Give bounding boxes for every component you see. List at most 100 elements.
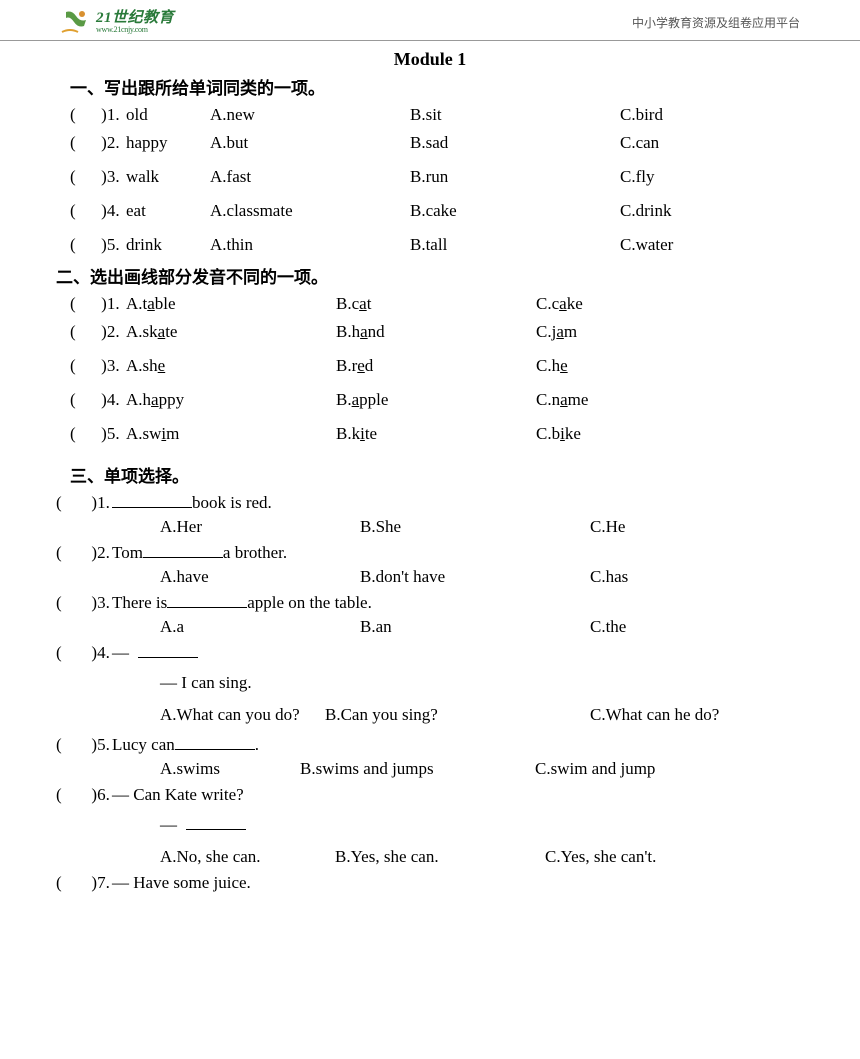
- option-b: B.don't have: [360, 567, 590, 587]
- option-b: B.Can you sing?: [325, 705, 590, 725]
- prompt-word: old: [126, 105, 210, 125]
- option-b: B.hand: [336, 322, 536, 342]
- question-row: ( )5. A.swim B.kite C.bike: [70, 424, 790, 444]
- question-text: —: [112, 643, 198, 663]
- option-a: A.have: [160, 567, 360, 587]
- option-c: C.swim and jump: [535, 759, 790, 779]
- option-b: B.red: [336, 356, 536, 376]
- answer-bracket[interactable]: ( )5.: [70, 424, 126, 444]
- option-a: A.but: [210, 133, 410, 153]
- question-text: Toma brother.: [112, 543, 287, 563]
- question-row: ( )4. eat A.classmate B.cake C.drink: [70, 201, 790, 221]
- option-c: C.bike: [536, 424, 790, 444]
- answer-bracket[interactable]: ( )5.: [70, 235, 126, 255]
- answer-bracket[interactable]: ( )1.: [70, 105, 126, 125]
- option-b: B.She: [360, 517, 590, 537]
- answer-bracket[interactable]: ( )2.: [70, 133, 126, 153]
- prompt-word: happy: [126, 133, 210, 153]
- answer-bracket[interactable]: ( )5.: [56, 735, 112, 755]
- logo-main: 21世纪教育: [96, 11, 174, 26]
- option-b: B.cake: [410, 201, 620, 221]
- question-row: ( )3. walk A.fast B.run C.fly: [70, 167, 790, 187]
- option-a: A.skate: [126, 322, 336, 342]
- logo-sub: www.21cnjy.com: [96, 26, 174, 34]
- question-row: ( )7. — Have some juice.: [70, 873, 790, 893]
- option-c: C.has: [590, 567, 790, 587]
- option-b: B.swims and jumps: [300, 759, 535, 779]
- option-b: B.kite: [336, 424, 536, 444]
- answer-bracket[interactable]: ( )3.: [70, 167, 126, 187]
- question-row: ( )5. drink A.thin B.tall C.water: [70, 235, 790, 255]
- answer-bracket[interactable]: ( )4.: [56, 643, 112, 663]
- question-row: ( )4. A.happy B.apple C.name: [70, 390, 790, 410]
- header-right-text: 中小学教育资源及组卷应用平台: [632, 14, 800, 31]
- option-c: C.name: [536, 390, 790, 410]
- answer-bracket[interactable]: ( )6.: [56, 785, 112, 805]
- option-a: A.What can you do?: [160, 705, 325, 725]
- option-c: C.He: [590, 517, 790, 537]
- answer-bracket[interactable]: ( )4.: [70, 201, 126, 221]
- question-row: ( )3. There isapple on the table. A.a B.…: [70, 593, 790, 637]
- option-a: A.a: [160, 617, 360, 637]
- question-row: ( )2. Toma brother. A.have B.don't have …: [70, 543, 790, 587]
- section2-title: 二、选出画线部分发音不同的一项。: [56, 263, 790, 288]
- option-c: C.drink: [620, 201, 790, 221]
- option-a: A.table: [126, 294, 336, 314]
- answer-bracket[interactable]: ( )4.: [70, 390, 126, 410]
- option-a: A.swims: [160, 759, 300, 779]
- question-row: ( )1. A.table B.cat C.cake: [70, 294, 790, 314]
- option-b: B.sad: [410, 133, 620, 153]
- question-row: ( )6. — Can Kate write? — A.No, she can.…: [70, 785, 790, 867]
- reply-dash: —: [70, 815, 790, 835]
- option-a: A.No, she can.: [160, 847, 335, 867]
- option-b: B.sit: [410, 105, 620, 125]
- question-row: ( )2. A.skate B.hand C.jam: [70, 322, 790, 342]
- option-c: C.bird: [620, 105, 790, 125]
- question-row: ( )2. happy A.but B.sad C.can: [70, 133, 790, 153]
- option-b: B.Yes, she can.: [335, 847, 545, 867]
- option-c: C.fly: [620, 167, 790, 187]
- question-row: ( )1. book is red. A.Her B.She C.He: [70, 493, 790, 537]
- option-a: A.happy: [126, 390, 336, 410]
- option-c: C.he: [536, 356, 790, 376]
- option-a: A.thin: [210, 235, 410, 255]
- option-b: B.tall: [410, 235, 620, 255]
- answer-bracket[interactable]: ( )2.: [70, 322, 126, 342]
- prompt-word: walk: [126, 167, 210, 187]
- option-a: A.swim: [126, 424, 336, 444]
- page-header: 21世纪教育 www.21cnjy.com 中小学教育资源及组卷应用平台: [0, 0, 860, 41]
- answer-bracket[interactable]: ( )3.: [70, 356, 126, 376]
- option-c: C.water: [620, 235, 790, 255]
- question-text: — Have some juice.: [112, 873, 251, 893]
- prompt-word: eat: [126, 201, 210, 221]
- module-title: Module 1: [70, 49, 790, 70]
- question-row: ( )3. A.she B.red C.he: [70, 356, 790, 376]
- content-area: Module 1 一、写出跟所给单词同类的一项。 ( )1. old A.new…: [0, 41, 860, 893]
- option-a: A.she: [126, 356, 336, 376]
- option-c: C.the: [590, 617, 790, 637]
- prompt-word: drink: [126, 235, 210, 255]
- option-c: C.can: [620, 133, 790, 153]
- question-text: — Can Kate write?: [112, 785, 244, 805]
- answer-bracket[interactable]: ( )1.: [56, 493, 112, 513]
- option-b: B.run: [410, 167, 620, 187]
- answer-bracket[interactable]: ( )2.: [56, 543, 112, 563]
- logo-area: 21世纪教育 www.21cnjy.com: [60, 8, 174, 36]
- runner-icon: [60, 8, 92, 36]
- section3-title: 三、单项选择。: [70, 462, 790, 487]
- option-b: B.an: [360, 617, 590, 637]
- answer-bracket[interactable]: ( )3.: [56, 593, 112, 613]
- option-c: C.Yes, she can't.: [545, 847, 790, 867]
- option-a: A.Her: [160, 517, 360, 537]
- section1-title: 一、写出跟所给单词同类的一项。: [70, 74, 790, 99]
- question-text: Lucy can.: [112, 735, 259, 755]
- answer-bracket[interactable]: ( )1.: [70, 294, 126, 314]
- question-text: book is red.: [112, 493, 272, 513]
- question-text: There isapple on the table.: [112, 593, 372, 613]
- option-b: B.cat: [336, 294, 536, 314]
- option-a: A.new: [210, 105, 410, 125]
- answer-bracket[interactable]: ( )7.: [56, 873, 112, 893]
- option-b: B.apple: [336, 390, 536, 410]
- reply-text: — I can sing.: [70, 673, 790, 693]
- question-row: ( )5. Lucy can. A.swims B.swims and jump…: [70, 735, 790, 779]
